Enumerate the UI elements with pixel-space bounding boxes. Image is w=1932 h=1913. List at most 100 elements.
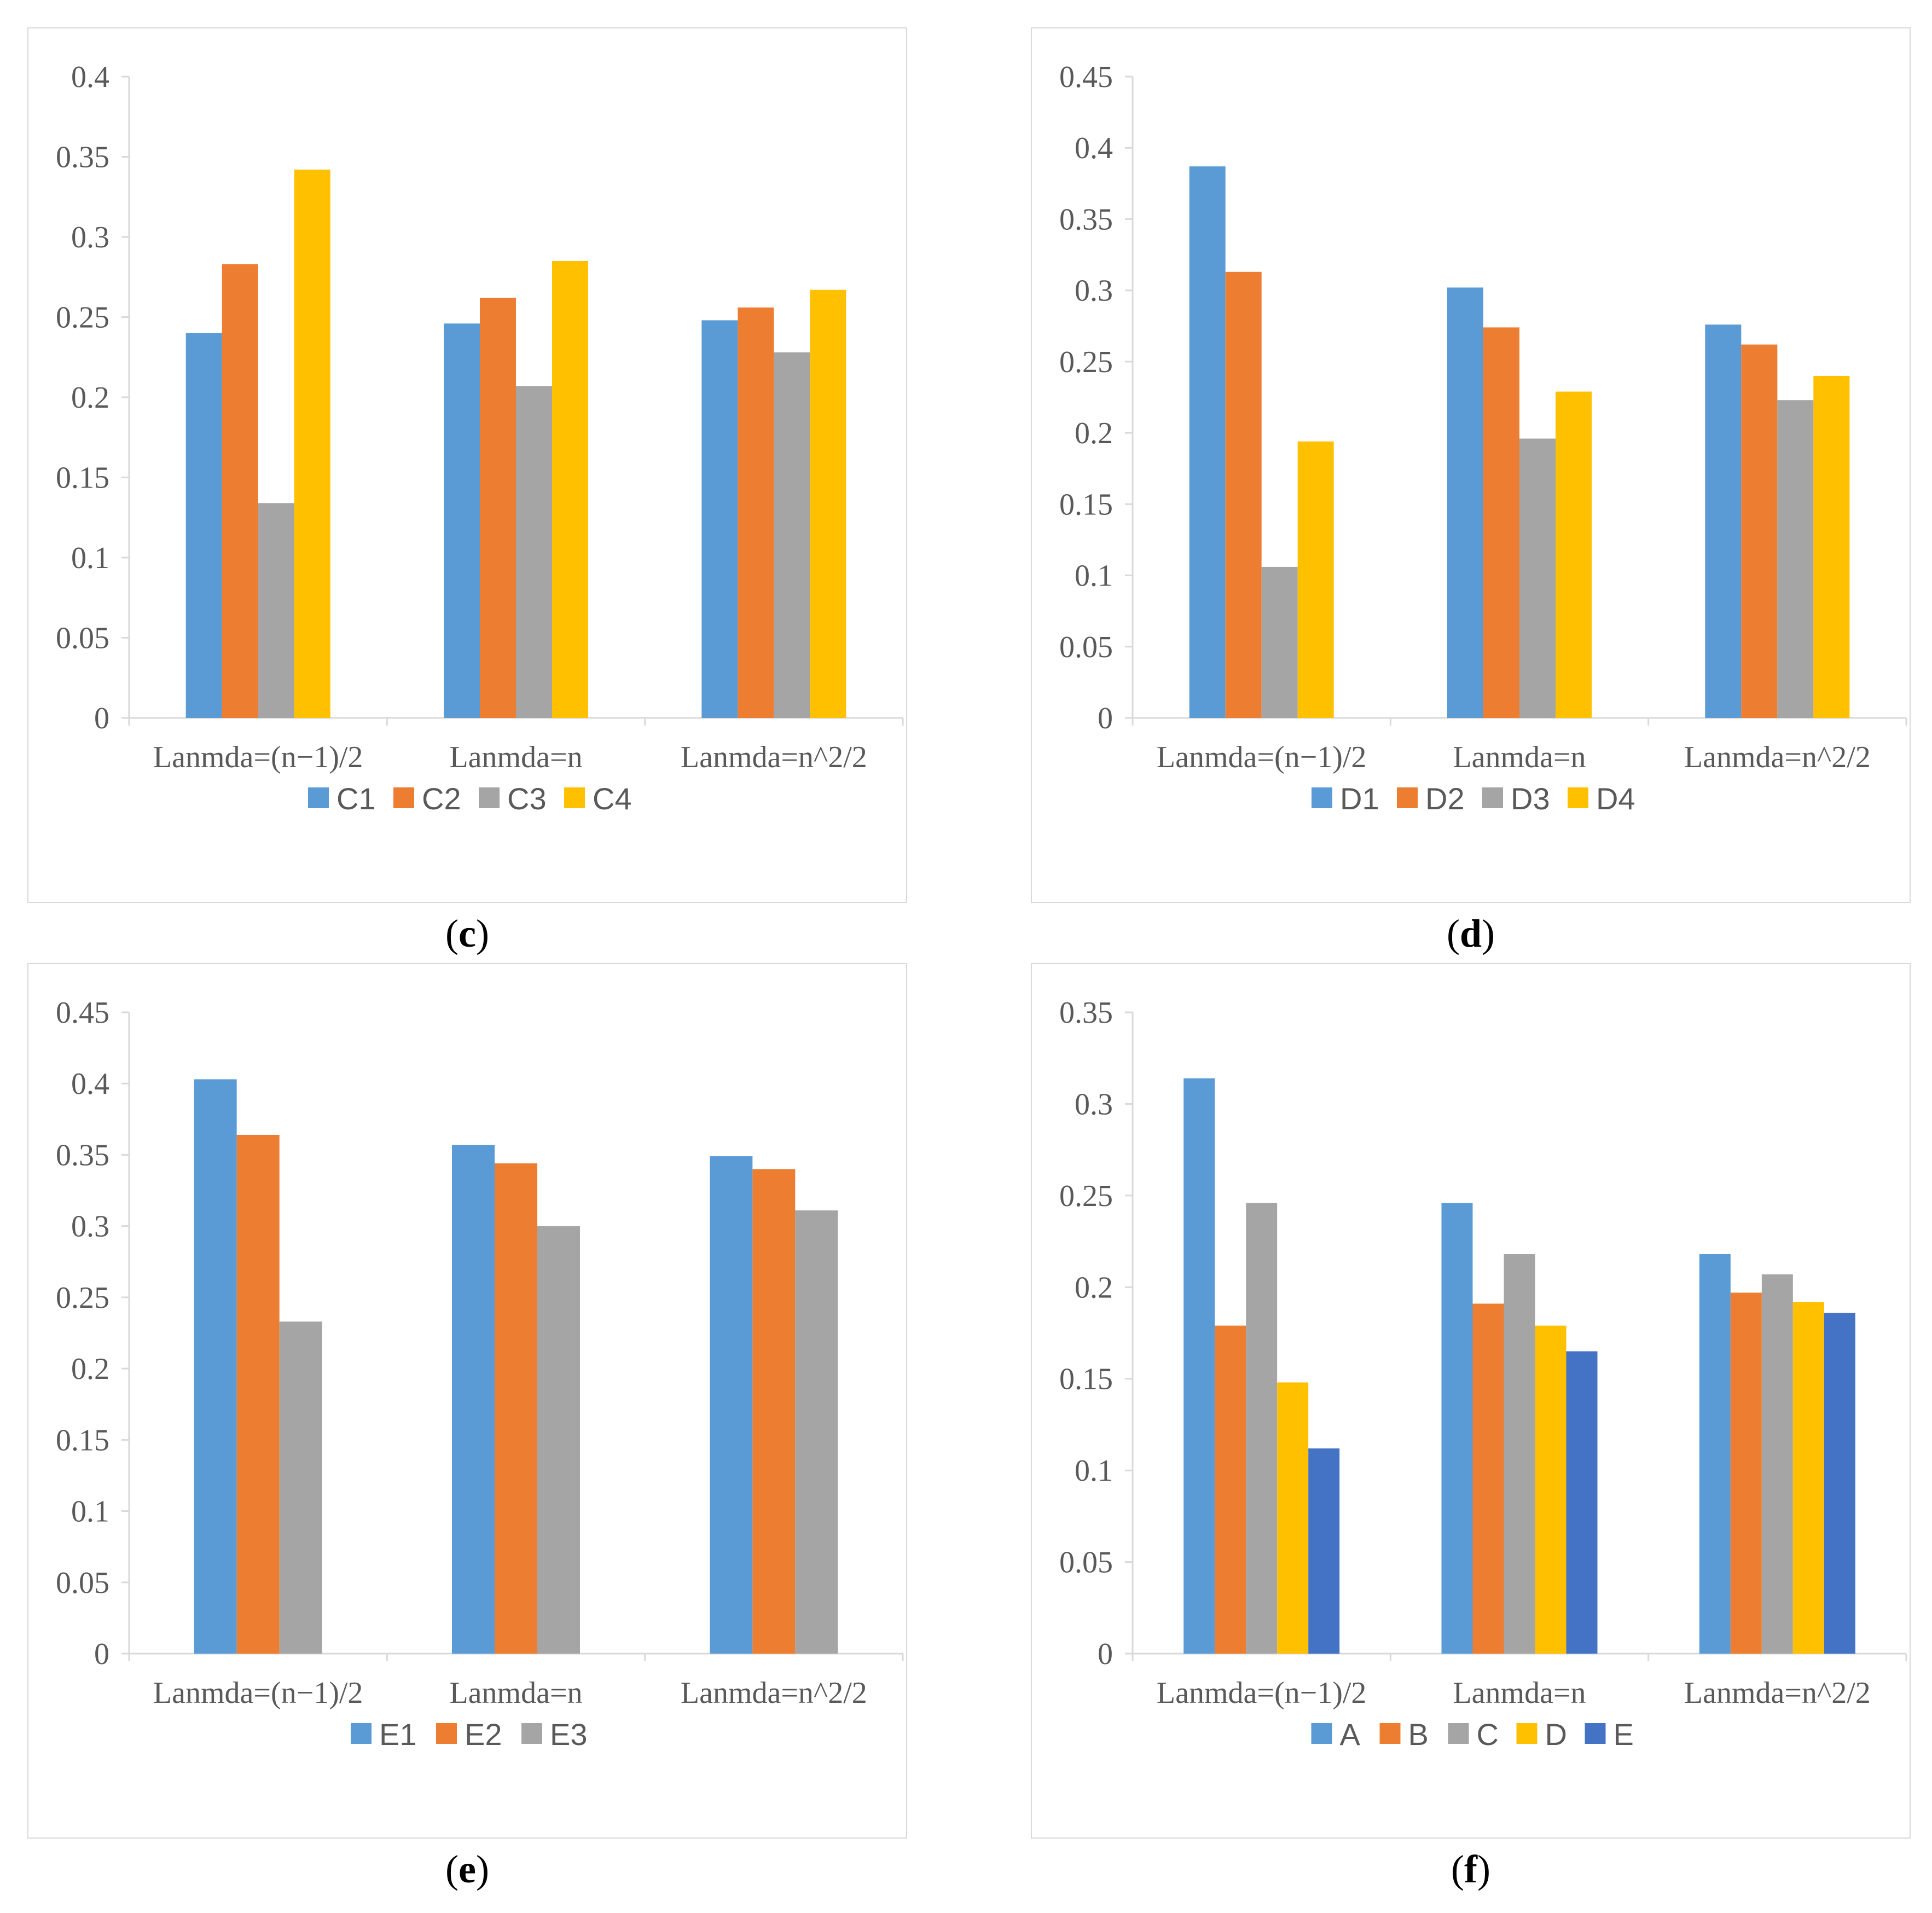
legend-swatch — [1311, 1723, 1332, 1744]
y-tick-label: 0.3 — [71, 1210, 109, 1244]
panel-caption-c: (c) — [445, 912, 489, 955]
bar-e3 — [795, 1210, 838, 1654]
bar-d4 — [1813, 375, 1850, 718]
y-tick-label: 0.45 — [56, 996, 109, 1030]
legend-swatch — [351, 1723, 372, 1744]
bar-c4 — [810, 289, 846, 718]
y-tick-label: 0.4 — [71, 60, 109, 94]
x-category-label: Lanmda=(n−1)/2 — [1157, 740, 1367, 774]
legend-swatch — [1482, 787, 1503, 808]
y-tick-label: 0.4 — [71, 1067, 109, 1101]
legend-swatch — [1516, 1723, 1538, 1744]
legend-swatch — [1448, 1723, 1469, 1744]
panel-caption-d: (d) — [1446, 912, 1495, 955]
legend-swatch — [1379, 1723, 1401, 1744]
bar-c2 — [480, 298, 516, 718]
bar-c3 — [516, 386, 552, 718]
y-tick-label: 0.35 — [1059, 202, 1113, 236]
bar-e1 — [452, 1145, 495, 1654]
y-tick-label: 0.05 — [56, 622, 109, 656]
y-tick-label: 0.25 — [56, 301, 109, 335]
bar-d3 — [1261, 566, 1298, 718]
bar-c2 — [738, 307, 774, 718]
legend-label: C — [1477, 1717, 1499, 1752]
y-tick-label: 0.15 — [56, 461, 109, 495]
bar-a — [1441, 1203, 1473, 1654]
x-category-label: Lanmda=n^2/2 — [681, 1676, 867, 1710]
bar-e — [1566, 1351, 1598, 1654]
legend-label: C1 — [336, 781, 376, 816]
y-tick-label: 0.2 — [1075, 416, 1113, 450]
bar-chart-d: 0 0.05 0.1 0.15 0.2 0.25 0.3 0.35 0.4 0.45 Lanmda=… — [1059, 60, 1907, 816]
legend-label: E1 — [379, 1717, 417, 1752]
y-tick-label: 0.2 — [71, 1352, 109, 1386]
bar-c3 — [774, 352, 810, 718]
bar-d3 — [1519, 438, 1556, 718]
y-tick-label: 0.35 — [56, 1138, 109, 1172]
bar-e1 — [710, 1156, 753, 1654]
y-tick-label: 0.3 — [1075, 274, 1113, 308]
panel-label-d: d — [1459, 912, 1482, 955]
x-category-label: Lanmda=n — [1453, 740, 1586, 774]
bar-c — [1504, 1254, 1535, 1654]
bar-chart-e: 0 0.05 0.1 0.15 0.2 0.25 0.3 0.35 0.4 0.45 Lanmda=… — [56, 996, 904, 1752]
y-tick-label: 0.35 — [1059, 996, 1113, 1030]
legend-label: D4 — [1596, 781, 1635, 816]
legend-label: C3 — [507, 781, 547, 816]
bar-chart-f: 0 0.05 0.1 0.15 0.2 0.25 0.3 0.35 Lanmda=(n−1)/2… — [1059, 996, 1907, 1752]
legend-label: D1 — [1340, 781, 1379, 816]
bar-c1 — [444, 323, 480, 718]
bar-c1 — [701, 320, 738, 718]
bar-c — [1246, 1203, 1278, 1654]
legend-label: E2 — [465, 1717, 502, 1752]
panel-label-f: f — [1464, 1847, 1477, 1891]
bar-b — [1472, 1303, 1504, 1654]
legend-label: D — [1545, 1717, 1567, 1752]
y-tick-label: 0 — [1098, 702, 1113, 735]
x-category-label: Lanmda=(n−1)/2 — [153, 1676, 363, 1710]
y-tick-label: 0.25 — [1059, 1179, 1113, 1213]
bar-e3 — [279, 1321, 322, 1654]
bar-c4 — [552, 260, 588, 718]
legend-swatch — [393, 787, 414, 808]
bar-d2 — [1741, 344, 1778, 718]
y-tick-label: 0 — [1098, 1637, 1113, 1671]
bar-d1 — [1705, 324, 1742, 718]
y-tick-label: 0.1 — [1075, 559, 1113, 593]
legend-label: D3 — [1511, 781, 1550, 816]
legend-swatch — [564, 787, 585, 808]
legend-label: E — [1614, 1717, 1634, 1752]
y-tick-label: 0.3 — [71, 221, 109, 254]
x-category-label: Lanmda=n — [1453, 1676, 1586, 1710]
y-tick-label: 0.1 — [71, 1495, 109, 1529]
x-category-label: Lanmda=n — [449, 1676, 582, 1710]
legend-label: B — [1408, 1717, 1429, 1752]
bar-b — [1215, 1325, 1246, 1654]
panel-caption-e: (e) — [445, 1847, 489, 1891]
bar-e2 — [236, 1134, 280, 1654]
x-category-label: Lanmda=n^2/2 — [1684, 740, 1871, 774]
y-tick-label: 0.3 — [1075, 1087, 1113, 1121]
y-tick-label: 0 — [94, 702, 109, 735]
bar-c1 — [185, 333, 222, 718]
y-tick-label: 0.15 — [56, 1423, 109, 1457]
bar-d1 — [1189, 166, 1226, 718]
bar-d4 — [1556, 391, 1592, 718]
bar-d — [1535, 1325, 1567, 1654]
bar-e1 — [194, 1079, 237, 1654]
bar-d1 — [1447, 287, 1483, 718]
legend-swatch — [1568, 787, 1588, 808]
x-category-label: Lanmda=n — [449, 740, 582, 774]
legend-swatch — [1397, 787, 1418, 808]
bar-c3 — [258, 503, 294, 718]
bar-e2 — [752, 1169, 796, 1654]
y-tick-label: 0.15 — [1059, 488, 1113, 521]
legend-swatch — [436, 1723, 457, 1744]
bar-c4 — [294, 169, 330, 718]
legend-label: A — [1340, 1717, 1361, 1752]
bar-e — [1308, 1448, 1340, 1654]
y-tick-label: 0.25 — [56, 1281, 109, 1315]
panel-label-e: e — [459, 1847, 476, 1891]
bar-d2 — [1225, 271, 1262, 718]
bar-e2 — [495, 1163, 537, 1654]
